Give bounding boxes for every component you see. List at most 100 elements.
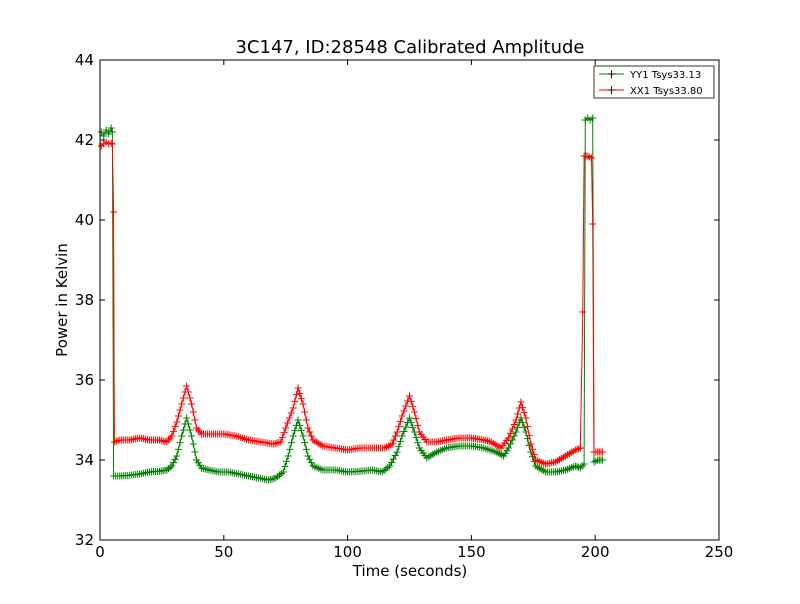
data-point-marker bbox=[517, 398, 525, 406]
data-point-marker bbox=[398, 412, 406, 420]
data-point-marker bbox=[183, 382, 191, 390]
data-point-marker bbox=[520, 409, 528, 417]
data-point-marker bbox=[519, 403, 527, 411]
data-point-marker bbox=[179, 394, 187, 402]
data-point-marker bbox=[506, 430, 514, 437]
data-point-marker bbox=[176, 406, 184, 414]
data-point-marker bbox=[110, 208, 118, 216]
data-point-marker bbox=[589, 114, 597, 122]
data-point-marker bbox=[166, 463, 174, 471]
data-point-marker bbox=[189, 408, 197, 416]
data-point-marker bbox=[281, 463, 289, 471]
data-point-marker bbox=[528, 445, 536, 453]
data-point-marker bbox=[102, 126, 110, 134]
data-point-marker bbox=[284, 452, 292, 460]
x-tick-label: 250 bbox=[705, 543, 734, 561]
data-point-marker bbox=[114, 437, 122, 445]
plot-frame bbox=[99, 59, 720, 541]
legend-marker-yy1: + bbox=[606, 67, 616, 81]
data-point-marker bbox=[599, 448, 607, 456]
data-point-marker bbox=[169, 427, 177, 435]
data-point-marker bbox=[512, 428, 520, 436]
data-point-marker bbox=[510, 421, 518, 428]
data-point-marker bbox=[520, 423, 528, 431]
data-point-marker bbox=[396, 417, 404, 425]
y-tick-label: 32 bbox=[75, 531, 94, 549]
data-point-marker bbox=[184, 388, 192, 396]
data-point-marker bbox=[294, 416, 302, 424]
data-point-marker bbox=[173, 418, 181, 426]
data-point-marker bbox=[174, 445, 182, 453]
data-point-marker bbox=[400, 428, 408, 435]
data-point-marker bbox=[173, 452, 181, 460]
data-point-marker bbox=[391, 432, 399, 440]
data-point-marker bbox=[107, 124, 115, 132]
data-point-marker bbox=[108, 140, 116, 148]
data-point-marker bbox=[576, 444, 584, 452]
data-point-marker bbox=[176, 439, 184, 447]
data-point-marker bbox=[168, 462, 176, 470]
data-point-marker bbox=[393, 428, 401, 436]
data-point-marker bbox=[279, 468, 287, 476]
data-point-marker bbox=[395, 423, 403, 431]
data-point-marker bbox=[299, 400, 307, 408]
data-point-marker bbox=[505, 434, 513, 442]
data-point-marker bbox=[168, 432, 176, 440]
data-point-marker bbox=[575, 445, 583, 453]
data-point-marker bbox=[409, 403, 417, 411]
data-point-marker bbox=[292, 391, 300, 399]
y-axis-label: Power in Kelvin bbox=[53, 243, 71, 357]
plot-background bbox=[100, 60, 719, 540]
y-tick-label: 44 bbox=[75, 51, 94, 69]
legend-label-xx1: XX1 Tsys33.80 bbox=[630, 86, 703, 97]
data-point-marker bbox=[280, 429, 288, 437]
data-point-marker bbox=[169, 459, 177, 467]
data-point-marker bbox=[505, 444, 513, 452]
data-point-marker bbox=[414, 421, 422, 429]
data-point-marker bbox=[575, 463, 583, 471]
y-tick-label: 34 bbox=[75, 451, 94, 469]
data-point-marker bbox=[178, 400, 186, 408]
data-point-marker bbox=[390, 436, 398, 444]
data-point-marker bbox=[307, 432, 315, 440]
data-point-marker bbox=[301, 408, 309, 416]
data-point-marker bbox=[571, 462, 579, 470]
data-point-marker bbox=[304, 452, 312, 460]
series-1 bbox=[97, 138, 607, 468]
data-point-marker bbox=[189, 440, 197, 448]
data-point-marker bbox=[519, 419, 527, 427]
data-point-marker bbox=[306, 428, 314, 436]
data-point-marker bbox=[514, 423, 522, 431]
data-point-marker bbox=[107, 139, 115, 147]
data-point-marker bbox=[522, 414, 530, 422]
legend-box bbox=[593, 65, 715, 99]
data-point-marker bbox=[512, 416, 520, 424]
data-point-marker bbox=[393, 448, 401, 456]
legend-entry-yy1: + YY1 Tsys33.13 bbox=[599, 67, 701, 81]
data-point-marker bbox=[186, 426, 194, 434]
data-point-marker bbox=[188, 432, 196, 440]
x-tick-label: 0 bbox=[95, 543, 105, 561]
data-point-marker bbox=[186, 394, 194, 402]
data-point-marker bbox=[407, 397, 415, 405]
data-point-marker bbox=[174, 412, 182, 420]
data-point-marker bbox=[510, 432, 518, 440]
data-point-marker bbox=[110, 438, 118, 446]
y-tick-label: 38 bbox=[75, 291, 94, 309]
data-point-marker bbox=[297, 395, 305, 403]
data-point-marker bbox=[100, 132, 108, 140]
data-point-marker bbox=[396, 437, 404, 445]
data-point-marker bbox=[573, 445, 581, 453]
x-tick-label: 100 bbox=[333, 543, 362, 561]
data-point-marker bbox=[402, 402, 410, 410]
data-point-marker bbox=[294, 384, 302, 392]
x-axis-label: Time (seconds) bbox=[352, 562, 468, 580]
x-tick-label: 50 bbox=[214, 543, 233, 561]
data-point-marker bbox=[406, 392, 413, 400]
ticks-layer: 0 50 100 150 200 250 32 34 36 38 40 42 44 bbox=[75, 51, 733, 561]
data-point-marker bbox=[296, 389, 304, 397]
data-point-marker bbox=[286, 445, 294, 453]
data-point-marker bbox=[398, 432, 406, 440]
data-point-marker bbox=[105, 130, 113, 138]
data-point-marker bbox=[184, 420, 192, 428]
